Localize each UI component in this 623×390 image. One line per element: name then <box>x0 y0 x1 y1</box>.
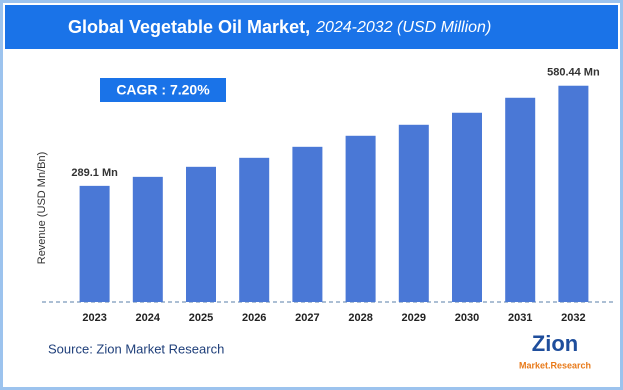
cagr-label: CAGR : 7.20% <box>116 82 210 98</box>
chart-title: Global Vegetable Oil Market, 2024-2032 (U… <box>68 17 491 37</box>
source: Source: Zion Market Research <box>48 341 224 356</box>
value-label: 289.1 Mn <box>71 167 118 179</box>
title: Global Vegetable Oil Market, <box>68 17 310 37</box>
x-tick-label: 2027 <box>295 312 319 324</box>
bar <box>292 146 323 302</box>
value-label: 580.44 Mn <box>547 67 600 79</box>
y-axis-label: Revenue (USD Mn/Bn) <box>36 152 48 265</box>
bar <box>345 135 376 302</box>
x-tick-label: 2029 <box>402 312 426 324</box>
x-tick-label: 2025 <box>189 312 213 324</box>
bar <box>558 85 589 303</box>
x-tick-label: 2031 <box>508 312 532 324</box>
subtitle: 2024-2032 (USD Million) <box>315 19 491 36</box>
cagr-box <box>100 78 226 102</box>
x-tick-label: 2023 <box>82 312 106 324</box>
x-tick-label: 2026 <box>242 312 266 324</box>
logo: Zion <box>532 331 578 356</box>
bar <box>186 166 216 302</box>
bar <box>239 157 270 302</box>
bar <box>79 185 110 302</box>
bar <box>452 112 482 302</box>
x-tick-label: 2030 <box>455 312 479 324</box>
x-tick-label: 2032 <box>561 312 585 324</box>
logo-sub: Market.Research <box>519 360 591 370</box>
bar <box>398 124 429 302</box>
x-tick-label: 2028 <box>348 312 372 324</box>
bar <box>505 97 536 302</box>
bar <box>132 176 163 302</box>
header-bar <box>5 5 618 49</box>
x-tick-label: 2024 <box>136 312 161 324</box>
